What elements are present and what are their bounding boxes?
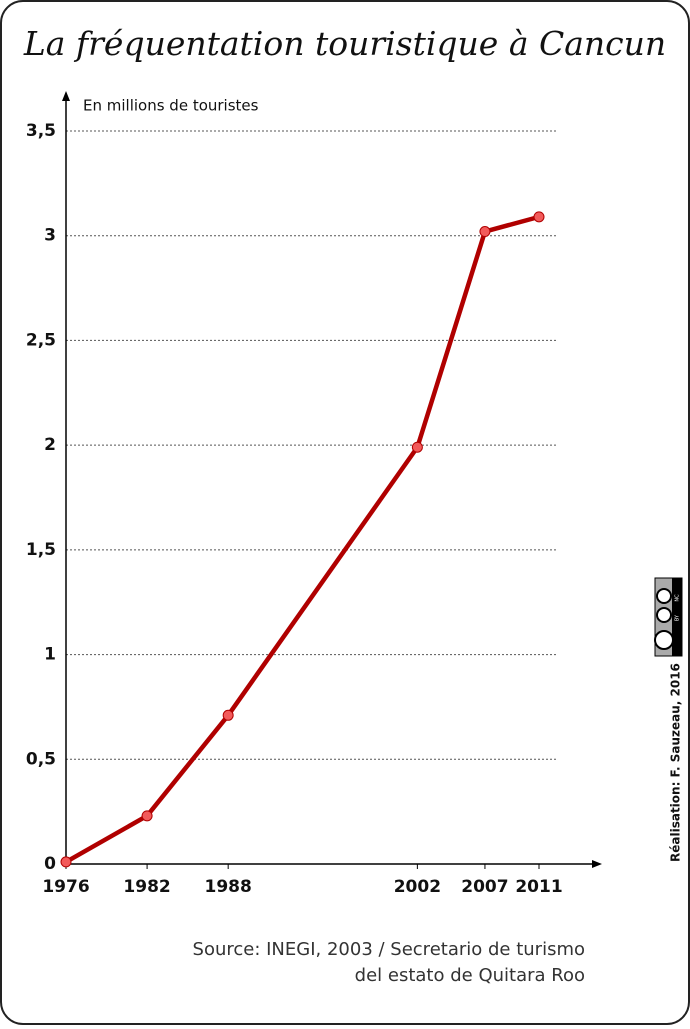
line <box>64 214 540 864</box>
y-tick-label: 1 <box>44 645 56 665</box>
point <box>411 441 423 453</box>
point <box>479 226 491 238</box>
license-badge: BY NC <box>654 577 683 657</box>
by-icon <box>656 607 672 623</box>
source: del estato de Quitara Roo <box>355 965 585 986</box>
y-tick-label: 1,5 <box>26 540 56 560</box>
x-axis-arrow <box>592 860 602 868</box>
point <box>533 211 545 223</box>
cc-icon <box>654 630 674 650</box>
badge-label: BY <box>675 614 681 621</box>
badge-label: NC <box>675 594 681 602</box>
point <box>141 810 153 822</box>
badge-strip <box>672 578 682 656</box>
x-tick-label: 1988 <box>205 877 252 897</box>
x-tick-label: 1976 <box>42 877 89 897</box>
point <box>60 856 72 868</box>
y-axis-arrow <box>62 91 70 101</box>
y-tick-label: 0,5 <box>26 749 56 769</box>
source: Source: INEGI, 2003 / Secretario de turi… <box>193 939 585 960</box>
y-tick-label: 3,5 <box>26 121 56 141</box>
y-tick-label: 2 <box>44 435 56 455</box>
chart-title: La fréquentation touristique à Cancun <box>23 24 666 63</box>
y-tick-label: 0 <box>44 854 56 874</box>
y-tick-label: 2,5 <box>26 330 56 350</box>
x-tick-label: 2002 <box>394 877 441 897</box>
x-tick-label: 2011 <box>515 877 562 897</box>
x-tick-label: 2007 <box>461 877 508 897</box>
y-tick-label: 3 <box>44 226 56 246</box>
nc-icon <box>656 588 672 604</box>
credit: Réalisation: F. Sauzeau, 2016 <box>669 663 683 862</box>
point <box>222 709 234 721</box>
x-tick-label: 1982 <box>123 877 170 897</box>
y-axis-label: En millions de touristes <box>83 97 259 115</box>
